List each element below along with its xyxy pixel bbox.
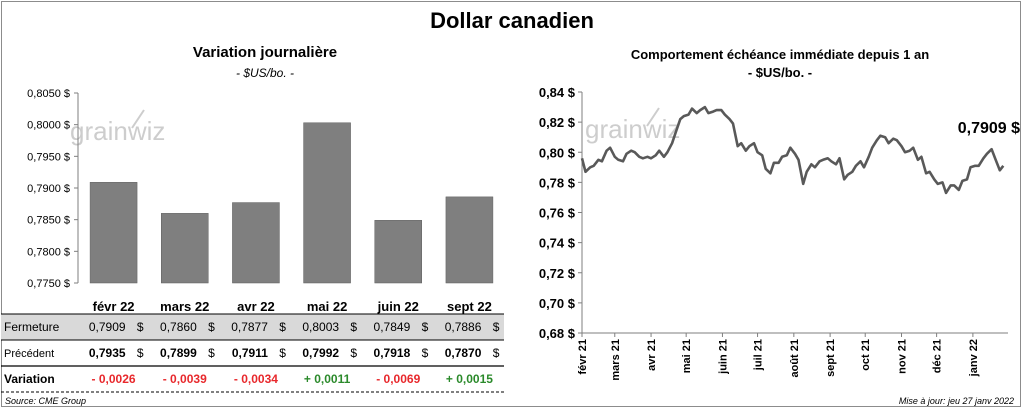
- table-cell: - 0,0039: [163, 372, 207, 386]
- table-cell-unit: $: [208, 320, 215, 334]
- bar-févr-22: [89, 182, 138, 284]
- table-cell-unit: $: [137, 320, 144, 334]
- update-note: Mise à jour: jeu 27 janv 2022: [898, 396, 1014, 406]
- table-cell-unit: $: [350, 320, 357, 334]
- page-title: Dollar canadien: [430, 8, 594, 33]
- bar-mars-22: [161, 213, 209, 284]
- x-tick-label: nov 21: [897, 339, 909, 374]
- row-label-fermeture: Fermeture: [4, 320, 60, 334]
- x-tick-label: sept 22: [447, 299, 492, 314]
- table-cell: 0,7911: [232, 346, 268, 360]
- table-cell-unit: $: [422, 346, 429, 360]
- left-chart-unit: - $US/bo. -: [235, 66, 295, 80]
- table-cell-unit: $: [137, 346, 144, 360]
- table-cell: - 0,0026: [92, 372, 136, 386]
- source-note: Source: CME Group: [5, 396, 87, 406]
- data-table: Fermeture 0,7909 $0,7860 $0,7877 $0,8003 $0,7…: [1, 313, 504, 393]
- y-tick-label: 0,74 $: [539, 236, 576, 251]
- table-cell-unit: $: [208, 346, 215, 360]
- x-tick-label: janv 22: [968, 339, 980, 377]
- watermark-logo: grainwiz: [585, 107, 680, 144]
- table-cell-unit: $: [279, 320, 286, 334]
- y-tick-label: 0,7950 $: [27, 151, 70, 163]
- x-tick-label: août 21: [789, 339, 801, 378]
- bar-sept-22: [445, 196, 494, 284]
- line-chart: grainwiz 0,68 $ 0,70 $ 0,72 $ 0,74 $ 0,76 $ 0,…: [539, 85, 1020, 381]
- table-cell: 0,7909: [89, 320, 126, 334]
- table-cell-unit: $: [493, 346, 500, 360]
- table-cell: - 0,0069: [376, 372, 420, 386]
- right-chart-unit: - $US/bo. -: [747, 65, 813, 80]
- svg-text:grainwiz: grainwiz: [585, 114, 680, 144]
- bar-avr-22: [232, 202, 280, 284]
- bar-chart: grainwiz 0,7750 $ 0,7800 $ 0,7850 $ 0,7900 $…: [27, 88, 494, 314]
- x-tick-label: avr 21: [646, 339, 658, 371]
- y-tick-label: 0,7900 $: [27, 183, 70, 195]
- bar-juin-22: [374, 220, 422, 284]
- y-tick-label: 0,72 $: [539, 266, 576, 281]
- table-cell: 0,7992: [302, 346, 339, 360]
- y-tick-label: 0,70 $: [539, 296, 576, 311]
- table-cell: + 0,0011: [304, 372, 351, 386]
- y-tick-label: 0,8050 $: [27, 88, 70, 100]
- table-cell: 0,7899: [160, 346, 197, 360]
- y-tick-label: 0,80 $: [539, 145, 576, 160]
- row-label-variation: Variation: [4, 372, 55, 386]
- x-tick-label: févr 22: [93, 299, 135, 314]
- last-value-annotation: 0,7909 $: [958, 120, 1020, 137]
- y-tick-label: 0,7750 $: [27, 278, 70, 290]
- table-cell-unit: $: [493, 320, 500, 334]
- table-cell: 0,7935: [89, 346, 126, 360]
- y-tick-label: 0,68 $: [539, 326, 576, 341]
- x-tick-label: mai 21: [681, 339, 693, 373]
- x-tick-label: juil 21: [753, 339, 765, 371]
- y-tick-label: 0,7800 $: [27, 246, 70, 258]
- table-cell: 0,7860: [160, 320, 197, 334]
- svg-text:grainwiz: grainwiz: [70, 116, 165, 146]
- y-tick-label: 0,84 $: [539, 85, 576, 100]
- x-tick-label: févr 21: [577, 339, 589, 374]
- table-cell-unit: $: [422, 320, 429, 334]
- left-chart-title: Variation journalière: [192, 44, 338, 61]
- x-tick-label: avr 22: [237, 299, 275, 314]
- right-chart-title: Comportement échéance immédiate depuis 1…: [630, 47, 930, 62]
- x-tick-label: oct 21: [860, 339, 872, 371]
- y-tick-label: 0,8000 $: [27, 120, 70, 132]
- x-tick-label: juin 21: [717, 339, 729, 375]
- table-cell: 0,7918: [374, 346, 411, 360]
- table-cell: - 0,0034: [234, 372, 278, 386]
- y-tick-label: 0,7850 $: [27, 215, 70, 227]
- bar-mai-22: [303, 122, 351, 284]
- table-cell: 0,7849: [374, 320, 411, 334]
- y-tick-label: 0,76 $: [539, 206, 576, 221]
- x-tick-label: mai 22: [307, 299, 347, 314]
- table-cell-unit: $: [350, 346, 357, 360]
- x-tick-label: mars 22: [160, 299, 209, 314]
- table-cell: 0,7886: [445, 320, 482, 334]
- x-tick-label: mars 21: [610, 339, 622, 381]
- table-cell: 0,7870: [445, 346, 482, 360]
- x-tick-label: juin 22: [377, 299, 419, 314]
- table-cell: 0,8003: [302, 320, 339, 334]
- row-label-précédent: Précédent: [4, 348, 54, 360]
- watermark-logo: grainwiz: [70, 109, 165, 146]
- x-tick-label: sept 21: [825, 339, 837, 377]
- price-series-line: [580, 105, 1005, 195]
- y-tick-label: 0,78 $: [539, 175, 576, 190]
- y-tick-label: 0,82 $: [539, 115, 576, 130]
- table-cell: + 0,0015: [446, 372, 493, 386]
- x-tick-label: déc 21: [932, 339, 944, 373]
- table-cell-unit: $: [279, 346, 286, 360]
- table-cell: 0,7877: [231, 320, 268, 334]
- fermeture-row-bg: [1, 314, 504, 340]
